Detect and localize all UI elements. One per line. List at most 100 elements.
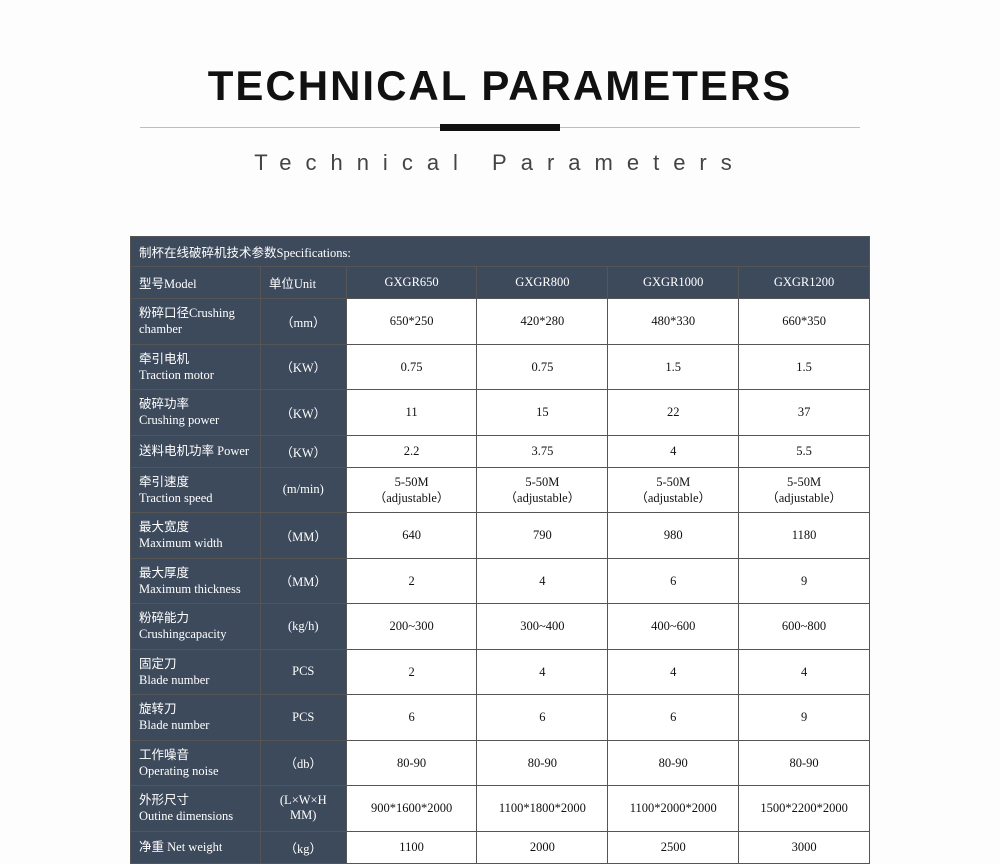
cell-value: 900*1600*2000 xyxy=(346,786,477,832)
cell-value: 2.2 xyxy=(346,435,477,467)
spec-table: 制杯在线破碎机技术参数Specifications: 型号Model 单位Uni… xyxy=(130,236,870,864)
cell-value: 80-90 xyxy=(346,740,477,786)
table-row: 最大厚度Maximum thickness（MM）2469 xyxy=(131,558,870,604)
cell-value: 5-50M（adjustable） xyxy=(608,467,739,513)
cell-value: 200~300 xyxy=(346,604,477,650)
cell-value: 2 xyxy=(346,558,477,604)
cell-value: 2 xyxy=(346,649,477,695)
header-unit: 单位Unit xyxy=(260,267,346,299)
cell-value: 4 xyxy=(477,558,608,604)
cell-value: 5-50M（adjustable） xyxy=(739,467,870,513)
row-unit: （db） xyxy=(260,740,346,786)
cell-value: 15 xyxy=(477,390,608,436)
row-unit: (L×W×H MM) xyxy=(260,786,346,832)
row-label: 最大厚度Maximum thickness xyxy=(131,558,261,604)
cell-value: 6 xyxy=(608,695,739,741)
row-unit: PCS xyxy=(260,695,346,741)
row-unit: （mm） xyxy=(260,299,346,345)
row-label: 粉碎口径Crushingchamber xyxy=(131,299,261,345)
cell-value: 9 xyxy=(739,558,870,604)
table-row: 旋转刀Blade numberPCS6669 xyxy=(131,695,870,741)
table-row: 破碎功率Crushing power（KW）11152237 xyxy=(131,390,870,436)
header-col-0: GXGR650 xyxy=(346,267,477,299)
cell-value: 6 xyxy=(477,695,608,741)
cell-value: 80-90 xyxy=(477,740,608,786)
table-header-row: 型号Model 单位Unit GXGR650 GXGR800 GXGR1000 … xyxy=(131,267,870,299)
row-label: 粉碎能力Crushingcapacity xyxy=(131,604,261,650)
row-label: 净重 Net weight xyxy=(131,831,261,863)
cell-value: 3.75 xyxy=(477,435,608,467)
cell-value: 80-90 xyxy=(739,740,870,786)
cell-value: 0.75 xyxy=(346,344,477,390)
cell-value: 2500 xyxy=(608,831,739,863)
row-label: 外形尺寸Outine dimensions xyxy=(131,786,261,832)
cell-value: 0.75 xyxy=(477,344,608,390)
row-label: 送料电机功率 Power xyxy=(131,435,261,467)
header-model: 型号Model xyxy=(131,267,261,299)
cell-value: 1100*1800*2000 xyxy=(477,786,608,832)
cell-value: 5-50M（adjustable） xyxy=(346,467,477,513)
cell-value: 2000 xyxy=(477,831,608,863)
row-unit: （KW） xyxy=(260,390,346,436)
header-col-2: GXGR1000 xyxy=(608,267,739,299)
cell-value: 80-90 xyxy=(608,740,739,786)
cell-value: 4 xyxy=(608,435,739,467)
cell-value: 1500*2200*2000 xyxy=(739,786,870,832)
cell-value: 11 xyxy=(346,390,477,436)
cell-value: 420*280 xyxy=(477,299,608,345)
row-label: 牵引速度Traction speed xyxy=(131,467,261,513)
row-label: 固定刀Blade number xyxy=(131,649,261,695)
table-row: 外形尺寸Outine dimensions(L×W×H MM)900*1600*… xyxy=(131,786,870,832)
cell-value: 9 xyxy=(739,695,870,741)
cell-value: 400~600 xyxy=(608,604,739,650)
table-row: 牵引电机Traction motor（KW）0.750.751.51.5 xyxy=(131,344,870,390)
row-label: 工作噪音Operating noise xyxy=(131,740,261,786)
cell-value: 5-50M（adjustable） xyxy=(477,467,608,513)
header-col-1: GXGR800 xyxy=(477,267,608,299)
cell-value: 640 xyxy=(346,513,477,559)
cell-value: 980 xyxy=(608,513,739,559)
table-row: 最大宽度Maximum width（MM）6407909801180 xyxy=(131,513,870,559)
cell-value: 1.5 xyxy=(739,344,870,390)
page-subtitle: Technical Parameters xyxy=(0,150,1000,176)
row-unit: (m/min) xyxy=(260,467,346,513)
cell-value: 4 xyxy=(739,649,870,695)
row-unit: （KW） xyxy=(260,435,346,467)
row-label: 牵引电机Traction motor xyxy=(131,344,261,390)
cell-value: 37 xyxy=(739,390,870,436)
row-unit: （MM） xyxy=(260,513,346,559)
cell-value: 4 xyxy=(608,649,739,695)
cell-value: 790 xyxy=(477,513,608,559)
row-label: 旋转刀Blade number xyxy=(131,695,261,741)
cell-value: 1100*2000*2000 xyxy=(608,786,739,832)
row-unit: （MM） xyxy=(260,558,346,604)
cell-value: 22 xyxy=(608,390,739,436)
header-col-3: GXGR1200 xyxy=(739,267,870,299)
cell-value: 480*330 xyxy=(608,299,739,345)
row-unit: (kg/h) xyxy=(260,604,346,650)
cell-value: 600~800 xyxy=(739,604,870,650)
cell-value: 3000 xyxy=(739,831,870,863)
table-row: 固定刀Blade numberPCS2444 xyxy=(131,649,870,695)
cell-value: 6 xyxy=(608,558,739,604)
row-unit: （KW） xyxy=(260,344,346,390)
table-row: 粉碎能力Crushingcapacity(kg/h)200~300300~400… xyxy=(131,604,870,650)
row-label: 最大宽度Maximum width xyxy=(131,513,261,559)
table-row: 粉碎口径Crushingchamber（mm）650*250420*280480… xyxy=(131,299,870,345)
cell-value: 1.5 xyxy=(608,344,739,390)
cell-value: 1100 xyxy=(346,831,477,863)
cell-value: 4 xyxy=(477,649,608,695)
row-unit: （kg） xyxy=(260,831,346,863)
title-divider xyxy=(140,124,860,132)
row-unit: PCS xyxy=(260,649,346,695)
page-title: TECHNICAL PARAMETERS xyxy=(0,62,1000,110)
cell-value: 6 xyxy=(346,695,477,741)
table-row: 牵引速度Traction speed(m/min)5-50M（adjustabl… xyxy=(131,467,870,513)
cell-value: 5.5 xyxy=(739,435,870,467)
table-row: 送料电机功率 Power（KW）2.23.7545.5 xyxy=(131,435,870,467)
spec-title-cell: 制杯在线破碎机技术参数Specifications: xyxy=(131,237,870,267)
cell-value: 660*350 xyxy=(739,299,870,345)
cell-value: 650*250 xyxy=(346,299,477,345)
cell-value: 1180 xyxy=(739,513,870,559)
row-label: 破碎功率Crushing power xyxy=(131,390,261,436)
